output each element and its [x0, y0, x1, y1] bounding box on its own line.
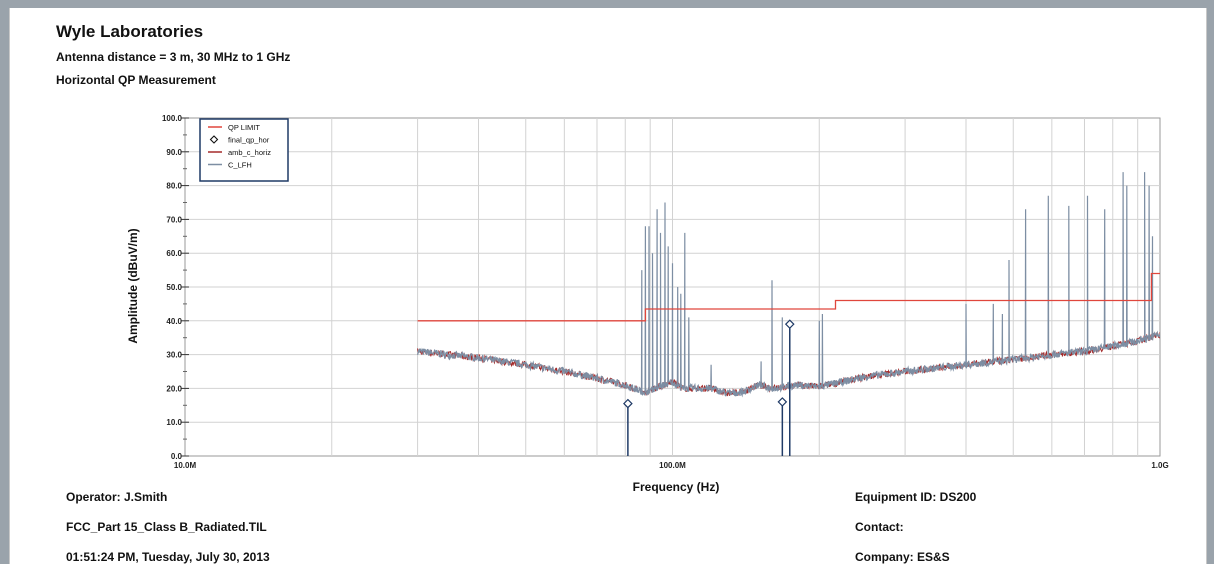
- operator-text: Operator: J.Smith: [66, 490, 168, 504]
- y-tick-label: 80.0: [166, 182, 182, 191]
- lab-title: Wyle Laboratories: [56, 22, 204, 41]
- x-tick-label: 1.0G: [1151, 461, 1168, 470]
- y-tick-label: 70.0: [166, 215, 182, 224]
- company-text: Company: ES&S: [855, 550, 950, 564]
- qp-marker-diamond: [623, 398, 633, 409]
- y-tick-label: 100.0: [162, 114, 183, 123]
- datetime-text: 01:51:24 PM, Tuesday, July 30, 2013: [66, 550, 270, 564]
- x-tick-label: 100.0M: [659, 461, 686, 470]
- equipment-id-text: Equipment ID: DS200: [855, 490, 977, 504]
- y-tick-label: 60.0: [166, 249, 182, 258]
- y-axis-label: Amplitude (dBuV/m): [126, 228, 140, 344]
- qp-marker-diamond: [784, 319, 795, 330]
- y-tick-label: 10.0: [166, 418, 182, 427]
- measurement-type: Horizontal QP Measurement: [56, 73, 216, 87]
- x-tick-label: 10.0M: [174, 461, 197, 470]
- y-tick-label: 0.0: [171, 452, 183, 461]
- y-tick-label: 30.0: [166, 351, 182, 360]
- test-description: Antenna distance = 3 m, 30 MHz to 1 GHz: [56, 50, 291, 64]
- legend-box: [199, 118, 289, 182]
- legend-label: QP LIMIT: [228, 123, 260, 132]
- x-axis-label: Frequency (Hz): [632, 480, 720, 494]
- y-tick-label: 40.0: [166, 317, 182, 326]
- series-c-lfh: [417, 172, 1160, 398]
- legend-swatch: [209, 135, 219, 144]
- file-name-text: FCC_Part 15_Class B_Radiated.TIL: [66, 520, 267, 534]
- y-tick-label: 90.0: [166, 148, 182, 157]
- y-tick-label: 20.0: [166, 384, 182, 393]
- contact-text: Contact:: [855, 520, 904, 534]
- series-qp-limit: [417, 272, 1160, 322]
- legend-label: amb_c_horiz: [228, 148, 271, 157]
- y-tick-label: 50.0: [166, 283, 182, 292]
- legend-label: final_qp_hor: [228, 136, 270, 145]
- qp-marker-diamond: [777, 397, 788, 407]
- legend-label: C_LFH: [228, 161, 252, 170]
